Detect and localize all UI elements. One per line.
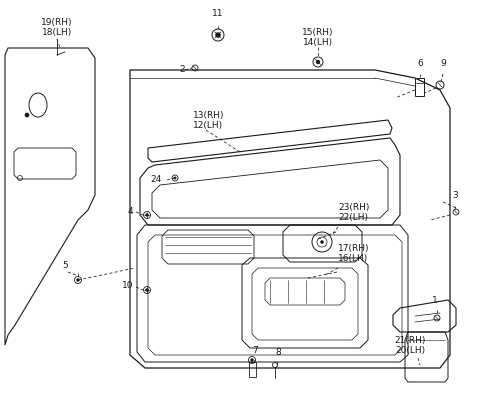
Circle shape [25,113,29,117]
Text: 6: 6 [417,59,423,68]
Text: 11: 11 [212,9,224,18]
Text: 2: 2 [180,66,185,74]
Circle shape [251,359,253,362]
Text: 15(RH)
14(LH): 15(RH) 14(LH) [302,28,334,47]
Text: 17(RH)
16(LH): 17(RH) 16(LH) [338,244,370,263]
Text: 10: 10 [121,280,133,290]
Text: 13(RH)
12(LH): 13(RH) 12(LH) [193,111,225,130]
Text: 1: 1 [432,296,438,305]
Circle shape [145,288,148,291]
Circle shape [216,33,220,38]
Circle shape [321,240,324,244]
Text: 19(RH)
18(LH): 19(RH) 18(LH) [41,18,73,37]
Text: 4: 4 [127,207,133,217]
Text: 21(RH)
20(LH): 21(RH) 20(LH) [394,336,426,355]
Text: 3: 3 [452,191,458,200]
Circle shape [174,177,176,179]
Circle shape [145,214,148,217]
Circle shape [76,278,80,281]
Text: 9: 9 [440,59,446,68]
Circle shape [316,60,320,64]
Text: 24: 24 [151,176,162,184]
Text: 23(RH)
22(LH): 23(RH) 22(LH) [338,203,370,222]
Text: 7: 7 [252,346,258,355]
Text: 8: 8 [275,348,281,357]
Text: 5: 5 [62,261,68,270]
